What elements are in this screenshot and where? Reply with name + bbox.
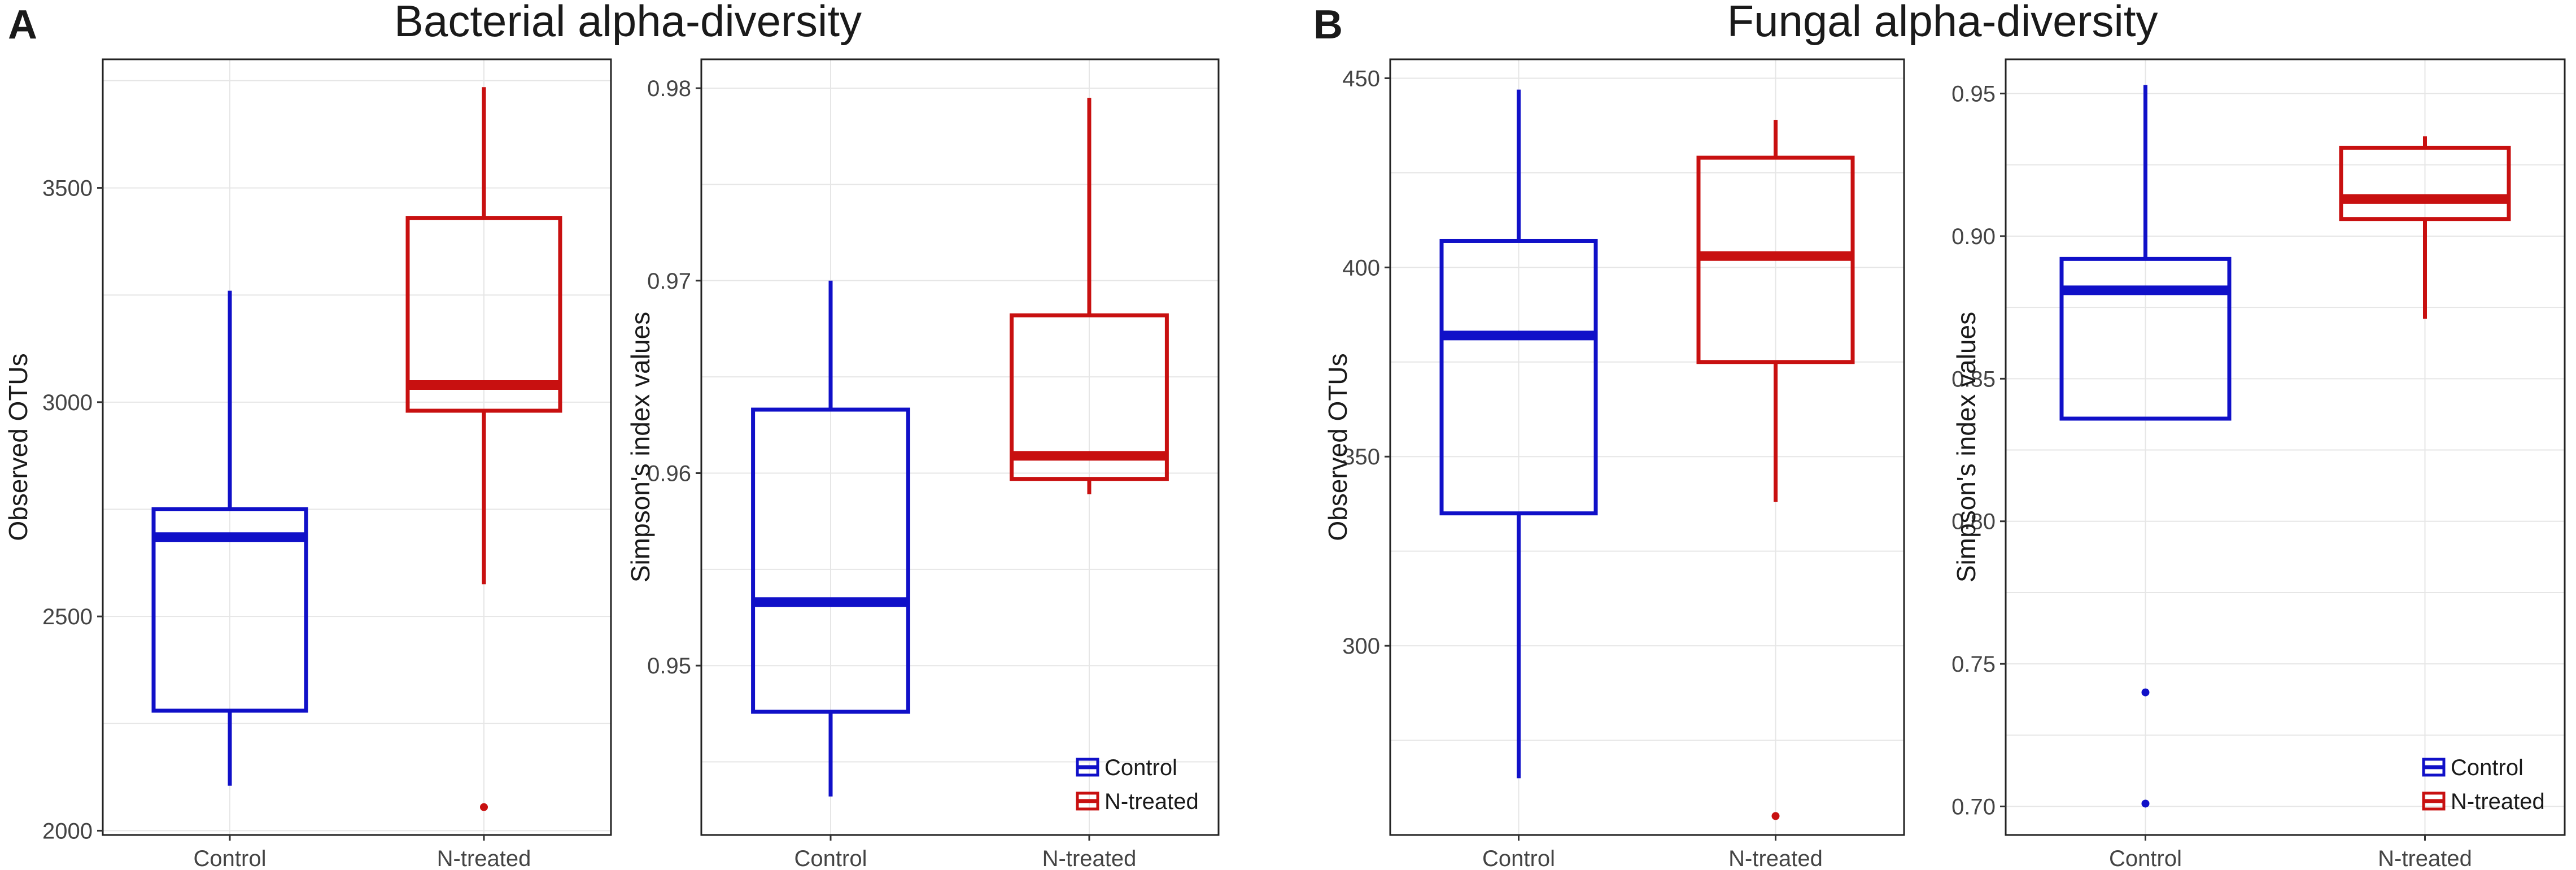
legend: Control N-treated: [2422, 755, 2545, 814]
y-axis-label: Simpson's index values: [626, 312, 655, 582]
x-tick-label: N-treated: [1728, 846, 1823, 870]
panel-letter-b: B: [1313, 2, 1343, 47]
y-tick-label: 0.95: [1951, 82, 1996, 107]
legend-label: N-treated: [1104, 789, 1199, 814]
box-iqr: [405, 216, 562, 413]
x-tick-label: N-treated: [1042, 846, 1137, 870]
y-tick-label: 0.95: [647, 654, 691, 678]
y-tick-label: 2000: [42, 819, 93, 843]
legend-item-control: Control: [1076, 755, 1177, 780]
legend-item-n-treated: N-treated: [2422, 789, 2545, 814]
plot-frame: [2005, 58, 2566, 836]
legend-label: Control: [2451, 755, 2523, 780]
y-tick-label: 2500: [42, 604, 93, 629]
y-tick-label: 0.75: [1951, 652, 1996, 677]
y-tick-label: 0.90: [1951, 224, 1996, 249]
box-control: [2059, 85, 2232, 808]
y-axis-label: Simpson's index values: [1951, 312, 1981, 582]
x-tick-label: Control: [2109, 846, 2182, 870]
box-control: [751, 280, 910, 797]
panel-letter-a: A: [8, 2, 37, 47]
y-tick-label: 400: [1342, 255, 1380, 280]
y-tick-label: 3500: [42, 176, 93, 201]
y-tick-label: 0.80: [1951, 510, 1996, 534]
box-iqr: [751, 407, 910, 714]
panel-title-fungal: Fungal alpha-diversity: [1727, 0, 2158, 46]
box-iqr: [151, 507, 308, 713]
y-tick-label: 350: [1342, 445, 1380, 469]
plot-4: 0.70 0.75 0.80 0.85 0.90 0.95 Control N-treated…: [1951, 58, 2566, 870]
box-iqr: [2059, 256, 2232, 421]
plot-frame: [1389, 58, 1905, 836]
legend-item-n-treated: N-treated: [1076, 789, 1199, 814]
box-plots: 2000 2500 3000 3500 Control N-treated Observed…: [3, 58, 2566, 870]
y-tick-label: 0.96: [647, 461, 691, 486]
box-n-treated: [1010, 98, 1169, 494]
y-tick-label: 0.70: [1951, 795, 1996, 820]
plot-frame: [700, 58, 1220, 836]
legend-label: N-treated: [2451, 789, 2545, 814]
y-tick-label: 3000: [42, 390, 93, 415]
legend: Control N-treated: [1076, 755, 1199, 814]
y-tick-label: 0.85: [1951, 367, 1996, 392]
legend-item-control: Control: [2422, 755, 2523, 780]
box-n-treated: [405, 87, 562, 811]
y-axis-label: Observed OTUs: [3, 353, 33, 541]
x-tick-label: N-treated: [437, 846, 531, 870]
x-tick-label: Control: [194, 846, 267, 870]
box-control: [1439, 89, 1598, 778]
x-tick-label: N-treated: [2378, 846, 2472, 870]
box-n-treated: [1696, 120, 1855, 820]
panel-title-bacterial: Bacterial alpha-diversity: [394, 0, 862, 46]
outlier-point: [480, 803, 488, 811]
legend-label: Control: [1104, 755, 1177, 780]
y-tick-label: 0.98: [647, 76, 691, 101]
box-iqr: [1010, 313, 1169, 481]
y-tick-label: 450: [1342, 66, 1380, 91]
plot-1: 2000 2500 3000 3500 Control N-treated Observed…: [3, 58, 612, 870]
outlier-point: [1771, 812, 1780, 820]
y-tick-label: 300: [1342, 634, 1380, 659]
box-iqr: [1439, 238, 1598, 516]
x-tick-label: Control: [1482, 846, 1555, 870]
plot-frame: [102, 58, 612, 836]
y-tick-label: 0.97: [647, 269, 691, 294]
outlier-point: [2141, 799, 2150, 808]
plot-3: 300 350 400 450 Control N-treated Observed OTU…: [1323, 58, 1905, 870]
outlier-point: [2141, 688, 2150, 697]
plot-2: 0.95 0.96 0.97 0.98 Control N-treated Simpson'…: [626, 58, 1220, 870]
box-control: [151, 290, 308, 786]
x-tick-label: Control: [794, 846, 867, 870]
box-iqr: [2339, 145, 2511, 221]
y-axis-label: Observed OTUs: [1323, 353, 1352, 541]
box-n-treated: [2339, 136, 2511, 319]
